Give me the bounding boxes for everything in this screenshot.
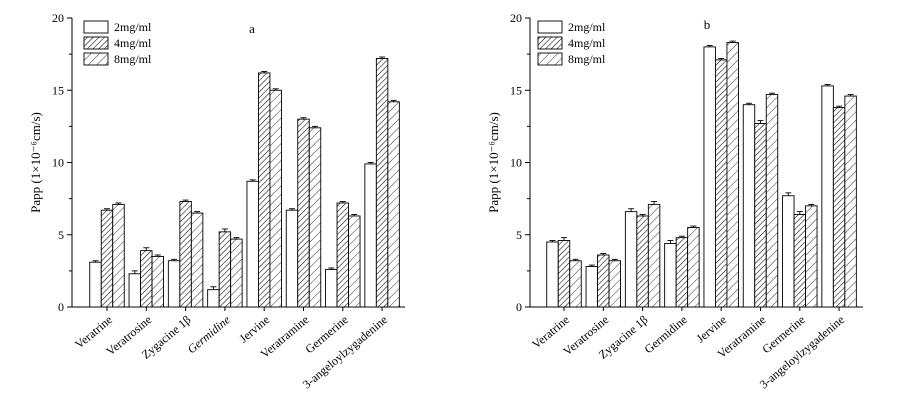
y-tick-label: 10 [510,156,522,170]
bar-a-5-2 [308,127,322,308]
legend-swatch-b-2 [537,52,563,66]
legend-swatch-a-2 [83,52,109,66]
bar-b-3-0 [664,242,677,308]
bar-b-3-2 [687,227,700,308]
bar-a-2-0 [167,260,181,308]
bar-a-1-2 [151,255,165,308]
bar-b-7-1 [832,107,846,308]
bar-a-5-1 [297,118,310,308]
bar-b-5-1 [754,123,767,308]
bar-a-0-0 [89,261,102,308]
bar-a-2-1 [179,201,192,308]
legend-swatch-a-1 [83,36,109,50]
bar-b-0-2 [569,260,582,308]
bar-b-2-0 [624,211,638,308]
category-label-b-3: Germidine [642,313,690,357]
legend-label-b-0: 2mg/ml [568,20,606,34]
bar-b-2-1 [636,215,649,308]
bar-b-1-1 [597,254,610,308]
bar-b-5-2 [765,94,779,308]
legend-label-a-0: 2mg/ml [114,20,152,34]
bar-a-3-1 [218,231,232,308]
y-tick-label: 15 [510,83,522,97]
bar-b-4-2 [726,42,739,308]
y-axis-label: Papp (1×10⁻⁶cm/s) [486,112,501,213]
bar-b-2-2 [647,203,661,308]
y-tick-label: 15 [52,83,64,97]
y-tick-label: 20 [510,11,522,25]
bar-a-0-2 [112,203,125,308]
legend-label-a-2: 8mg/ml [114,52,152,66]
y-tick-label: 5 [58,228,64,242]
bar-a-7-2 [387,101,400,308]
bar-a-3-0 [207,289,220,308]
y-tick-label: 10 [52,156,64,170]
bar-a-2-2 [190,212,204,308]
bar-a-4-0 [246,180,259,308]
bar-b-5-0 [742,104,756,308]
bar-a-6-0 [325,268,338,308]
panel-label: b [704,17,711,32]
bar-b-1-0 [585,266,598,308]
bar-a-4-1 [258,72,271,308]
category-label-b-4: Jervine [694,313,730,346]
y-tick-label: 20 [52,11,64,25]
bar-b-6-1 [793,214,806,308]
bar-b-7-2 [844,95,857,308]
bar-b-7-0 [821,85,834,308]
legend-swatch-b-0 [537,20,563,34]
category-label-a-3: Germidine [185,312,234,356]
bar-b-4-0 [703,46,716,308]
bar-a-7-0 [364,163,377,308]
bar-a-0-1 [100,209,114,308]
y-tick-label: 5 [516,228,522,242]
bar-a-1-0 [128,273,142,308]
bar-a-7-1 [375,58,389,308]
bar-b-6-0 [782,195,795,308]
legend-swatch-a-0 [83,20,109,34]
y-tick-label: 0 [58,300,64,314]
bar-a-6-2 [348,215,361,308]
bar-a-6-1 [336,202,349,308]
bar-b-1-2 [608,260,621,308]
bar-b-0-1 [557,240,571,308]
panel-label: a [249,21,255,36]
bar-b-6-2 [805,205,818,308]
bar-a-1-1 [140,250,153,308]
bar-a-4-2 [269,89,282,308]
category-label-a-4: Jervine [237,313,273,346]
bar-b-4-1 [715,59,728,308]
y-axis-label: Papp (1×10⁻⁶cm/s) [28,112,43,213]
y-tick-label: 0 [516,300,522,314]
legend-label-b-1: 4mg/ml [568,36,606,50]
legend-swatch-b-1 [537,36,563,50]
legend-label-a-1: 4mg/ml [114,36,152,50]
bar-b-0-0 [546,241,559,308]
bar-b-3-1 [675,237,689,308]
legend-label-b-2: 8mg/ml [568,52,606,66]
bar-a-5-0 [285,209,299,308]
bar-a-3-2 [230,238,243,308]
